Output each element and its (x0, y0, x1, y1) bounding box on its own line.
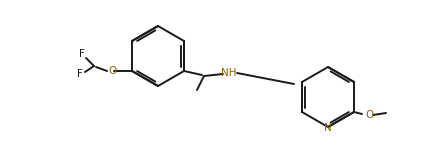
Text: N: N (324, 123, 332, 133)
Text: O: O (108, 66, 116, 76)
Text: F: F (77, 69, 83, 79)
Text: O: O (366, 110, 374, 120)
Text: NH: NH (221, 68, 237, 78)
Text: F: F (79, 49, 85, 59)
